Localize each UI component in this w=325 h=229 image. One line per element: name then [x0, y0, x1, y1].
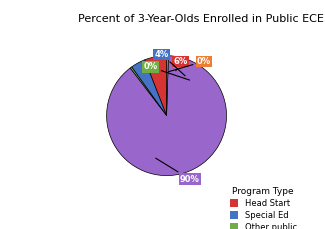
- Legend: Head Start, Special Ed, Other public, Other/None, Pre-K: Head Start, Special Ed, Other public, Ot…: [227, 185, 299, 229]
- Wedge shape: [166, 56, 168, 116]
- Text: 90%: 90%: [156, 158, 200, 184]
- Text: 6%: 6%: [174, 57, 188, 71]
- Text: 0%: 0%: [169, 57, 211, 72]
- Wedge shape: [145, 56, 166, 116]
- Wedge shape: [107, 56, 227, 176]
- Wedge shape: [132, 60, 166, 116]
- Wedge shape: [130, 67, 166, 116]
- Text: 0%: 0%: [143, 63, 189, 80]
- Text: Percent of 3-Year-Olds Enrolled in Public ECE: Percent of 3-Year-Olds Enrolled in Publi…: [78, 14, 324, 24]
- Text: 4%: 4%: [154, 50, 185, 76]
